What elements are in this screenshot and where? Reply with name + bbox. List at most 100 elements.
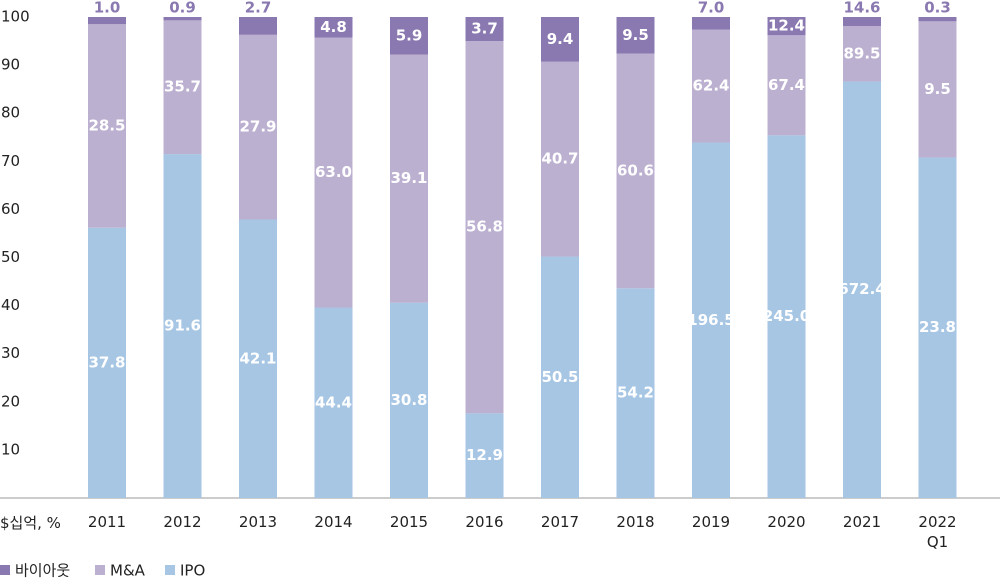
value-label: 245.0: [763, 307, 810, 325]
y-tick-label: 50: [1, 248, 20, 266]
value-label: 63.0: [315, 163, 352, 181]
x-tick-label: 2020: [767, 513, 806, 531]
value-label: 0.3: [924, 0, 951, 17]
bar-segment: [390, 302, 428, 498]
value-label: 37.8: [88, 353, 125, 371]
y-tick-label: 100: [1, 8, 30, 26]
bar-segment: [390, 54, 428, 303]
bar-segment: [843, 17, 881, 27]
x-tick-label: 2017: [540, 513, 580, 531]
axis-label: $십억, %: [0, 514, 61, 532]
value-label: 91.6: [164, 317, 201, 335]
value-label: 12.4: [768, 17, 805, 35]
bar-segment: [918, 157, 957, 498]
y-tick-label: 30: [1, 344, 20, 362]
x-tick-label: 2022 Q1: [918, 513, 957, 551]
x-tick-label: 2011: [87, 513, 127, 531]
bar-segment: [541, 17, 579, 62]
value-label: 3.7: [471, 20, 498, 38]
bar-segment: [314, 17, 353, 38]
bar-segment: [88, 24, 126, 228]
bar-segment: [616, 288, 655, 498]
bar-segment: [465, 413, 504, 498]
value-label: 50.5: [541, 368, 578, 386]
legend-swatch: [165, 565, 175, 575]
x-tick-label: 2018: [616, 513, 655, 531]
x-tick-label: 2019: [691, 513, 731, 531]
value-label: 196.5: [687, 311, 734, 329]
legend-label: 바이아웃: [15, 562, 70, 580]
value-label: 39.1: [390, 169, 427, 187]
y-tick-label: 80: [1, 104, 20, 122]
value-label: 1.0: [94, 0, 121, 17]
value-label: 35.7: [164, 78, 201, 96]
value-label: 7.0: [698, 0, 725, 17]
bar-segment: [843, 26, 881, 82]
y-tick-label: 90: [1, 56, 20, 74]
legend-label: IPO: [180, 562, 205, 580]
bar-segment: [692, 29, 730, 143]
value-label: 28.5: [88, 116, 125, 134]
value-label: 62.4: [692, 77, 729, 95]
bar-segment: [314, 307, 353, 498]
bar-segment: [692, 17, 730, 30]
bar-segment: [314, 37, 353, 308]
bar-segment: [541, 256, 579, 498]
value-label: 56.8: [466, 218, 503, 236]
value-label: 12.9: [466, 446, 503, 464]
legend-label: M&A: [110, 562, 146, 580]
value-label: 14.6: [843, 0, 880, 17]
value-label: 40.7: [541, 150, 578, 168]
bar-segment: [88, 17, 126, 25]
value-label: 9.4: [547, 30, 574, 48]
bar-segment: [918, 21, 957, 158]
x-tick-label: 2016: [465, 513, 504, 531]
value-label: 9.5: [622, 26, 649, 44]
bar-segment: [239, 219, 277, 498]
value-label: 4.8: [320, 18, 347, 36]
x-tick-label: 2021: [842, 513, 882, 531]
bar-segment: [616, 53, 655, 289]
bar-segment: [767, 17, 806, 36]
legend-swatch: [95, 565, 105, 575]
value-label: 27.9: [239, 118, 276, 136]
value-label: 2.7: [245, 0, 272, 17]
y-tick-label: 20: [1, 392, 20, 410]
bar-segment: [163, 17, 202, 21]
x-tick-label: 2014: [314, 513, 353, 531]
value-label: 0.9: [169, 0, 196, 17]
legend-swatch: [0, 565, 10, 575]
y-tick-label: 40: [1, 296, 20, 314]
bar-segment: [88, 227, 126, 499]
bar-segment: [239, 34, 277, 220]
value-label: 30.8: [390, 391, 427, 409]
value-label: 5.9: [396, 26, 423, 44]
value-label: 89.5: [843, 44, 880, 62]
bar-segment: [692, 142, 730, 498]
bar-segment: [390, 17, 428, 55]
x-tick-label: 2013: [238, 513, 278, 531]
bar-segment: [767, 35, 806, 136]
bar-segment: [767, 135, 806, 499]
value-label: 42.1: [239, 349, 276, 367]
bar-segment: [163, 20, 202, 155]
y-tick-label: 10: [1, 440, 20, 458]
y-tick-label: 60: [1, 200, 20, 218]
bar-segment: [616, 17, 655, 54]
value-label: 9.5: [924, 80, 951, 98]
value-label: 54.2: [617, 384, 654, 402]
bar-segment: [843, 81, 881, 498]
bar-segment: [465, 41, 504, 414]
value-label: 67.4: [768, 76, 805, 94]
bar-segment: [918, 17, 957, 22]
bar-segment: [465, 17, 504, 42]
y-tick-label: 70: [1, 152, 20, 170]
value-label: 23.8: [919, 318, 956, 336]
x-tick-label: 2015: [389, 513, 429, 531]
bar-segment: [163, 154, 202, 498]
bar-segment: [239, 17, 277, 35]
x-tick-label: 2012: [163, 513, 202, 531]
bar-segment: [541, 61, 579, 257]
